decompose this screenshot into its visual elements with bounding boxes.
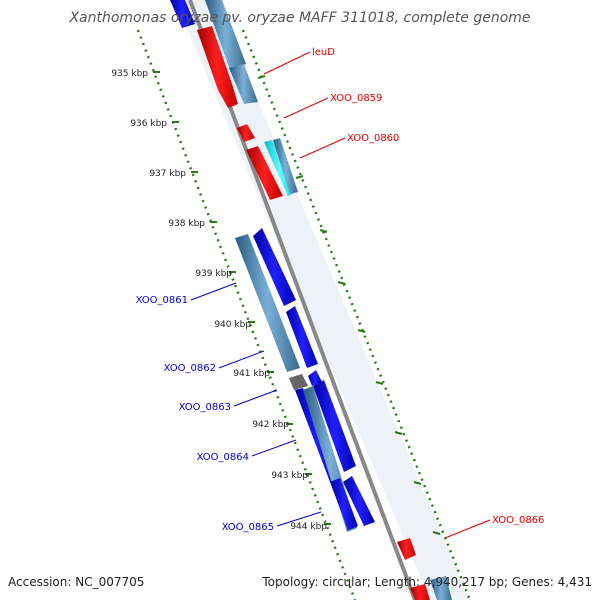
tick-label: 938 kbp	[168, 219, 205, 229]
gene-arrow[interactable]	[289, 374, 308, 390]
gene-arrow[interactable]	[205, 0, 246, 70]
gene-arrow[interactable]	[430, 576, 452, 600]
gene-arrow[interactable]	[330, 478, 358, 530]
tick: 937 kbp	[149, 169, 198, 179]
gene-arrow[interactable]	[286, 306, 318, 368]
gene-label-xoo-0863[interactable]: XOO_0863	[179, 402, 231, 413]
forward-genes	[197, 26, 452, 600]
gene-arrow[interactable]	[313, 380, 356, 472]
tick-label: 935 kbp	[111, 69, 148, 79]
page-title: Xanthomonas oryzae pv. oryzae MAFF 31101…	[68, 10, 530, 26]
tick-label: 941 kbp	[233, 369, 270, 379]
tick: 940 kbp	[214, 320, 255, 330]
summary-text: Topology: circular; Length: 4,940,217 bp…	[261, 575, 592, 589]
gene-label-xoo-0865[interactable]: XOO_0865	[222, 522, 274, 533]
gene-arrow[interactable]	[410, 584, 430, 600]
gene-arrow[interactable]	[308, 370, 322, 386]
gene-arrow[interactable]	[246, 146, 283, 200]
tick: 941 kbp	[233, 369, 274, 379]
gene-label-xoo-0860[interactable]: XOO_0860	[347, 133, 399, 144]
gene-label-xoo-0866[interactable]: XOO_0866	[492, 515, 544, 526]
tick-label: 944 kbp	[290, 522, 327, 532]
reverse-genes	[235, 228, 375, 532]
accession-text: Accession: NC_007705	[8, 575, 144, 589]
tick-label: 937 kbp	[149, 169, 186, 179]
gene-arrow[interactable]	[170, 0, 195, 28]
tick: 939 kbp	[195, 269, 236, 279]
tick: 936 kbp	[130, 119, 179, 129]
gene-arrow[interactable]	[235, 234, 300, 372]
tick-label: 940 kbp	[214, 320, 251, 330]
tick: 942 kbp	[252, 420, 293, 430]
ticks: 935 kbp 936 kbp 937 kbp 938 kbp 939 kbp …	[111, 69, 441, 535]
gene-arrow[interactable]	[229, 64, 258, 104]
gene-arrow[interactable]	[197, 26, 238, 108]
tick-track-right	[241, 29, 472, 600]
tick: 938 kbp	[168, 219, 217, 229]
gene-arrow[interactable]	[273, 138, 298, 194]
gene-arrow[interactable]	[343, 476, 375, 526]
gene-label-xoo-0859[interactable]: XOO_0859	[330, 93, 382, 104]
tick: 943 kbp	[271, 471, 312, 481]
gene-arrow[interactable]	[397, 538, 416, 560]
tick-label: 936 kbp	[130, 119, 167, 129]
gene-arrow[interactable]	[237, 124, 255, 142]
tick: 944 kbp	[290, 522, 331, 532]
gene-labels: leuD XOO_0859 XOO_0860 XOO_0861 XOO_0862…	[136, 47, 544, 539]
tick: 935 kbp	[111, 69, 160, 79]
gene-label-xoo-0864[interactable]: XOO_0864	[197, 452, 249, 463]
tick-label: 943 kbp	[271, 471, 308, 481]
gene-label-xoo-0862[interactable]: XOO_0862	[164, 363, 216, 374]
tick-label: 942 kbp	[252, 420, 289, 430]
tick-label: 939 kbp	[195, 269, 232, 279]
gene-arrow[interactable]	[253, 228, 296, 306]
top-genes	[170, 0, 258, 104]
gene-label-xoo-0861[interactable]: XOO_0861	[136, 295, 188, 306]
gene-label-leud[interactable]: leuD	[312, 47, 335, 58]
